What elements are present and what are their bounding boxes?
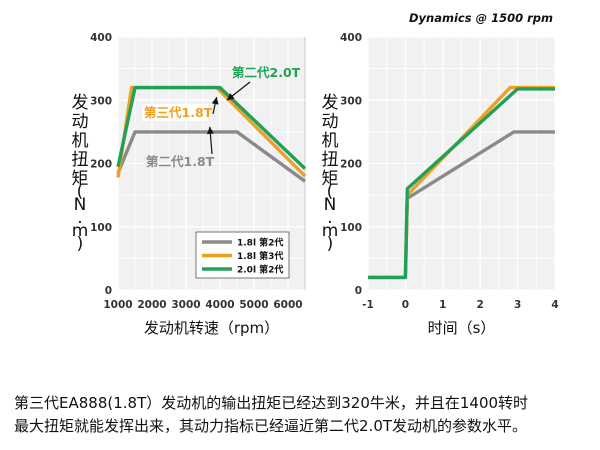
x-tick-label: 4000 [205,299,234,311]
y-tick-label: 300 [90,95,112,107]
legend-label: 1.8l 第2代 [237,237,283,249]
x-tick-label: 3000 [171,299,200,311]
annotation-label: 第二代2.0T [232,65,301,80]
annotation-arrow-head [206,126,214,135]
x-tick-label: -1 [362,299,374,311]
y-tick-label: 200 [340,159,362,171]
annotation-arrow-head [211,97,219,105]
x-tick-label: 3 [514,299,521,311]
chart-title: Dynamics @ 1500 rpm [409,11,553,25]
y-tick-label: 0 [105,285,112,297]
y-tick-label: 0 [355,285,362,297]
annotation-label: 第三代1.8T [144,105,213,120]
legend-label: 2.0l 第2代 [237,264,283,276]
y-axis-label: 发动机扭矩(N. m) [322,93,339,254]
y-tick-label: 300 [340,95,362,107]
x-axis-label: 发动机转速（rpm） [144,319,279,337]
x-tick-label: 4 [551,299,558,311]
series-line-1 [116,130,306,183]
x-tick-label: 0 [402,299,409,311]
annotation-label: 第二代1.8T [146,154,215,169]
x-tick-label: 6000 [273,299,302,311]
x-tick-label: 2000 [137,299,166,311]
x-tick-label: 2 [477,299,484,311]
chart-panel-1: 1000 2000 3000 4000 5000 6000 0 100 200 300 400 发动机… [72,32,307,337]
y-tick-label: 400 [90,32,112,44]
legend-label: 1.8l 第3代 [237,250,283,262]
caption-line-1: 第三代EA888(1.8T）发动机的输出扭矩已经达到320牛米，并且在1400转… [14,394,529,412]
y-axis-label: 发动机扭矩(N. m) [72,93,89,254]
x-axis-label: 时间（s） [428,319,496,337]
caption-line-2: 最大扭矩就能发挥出来，其动力指标已经逼近第二代2.0T发动机的参数水平。 [14,417,528,435]
y-tick-label: 100 [340,222,362,234]
y-tick-label: 100 [90,222,112,234]
series-line-3 [368,87,555,280]
annotation-arrow-head [226,93,235,101]
torque-comparison-figure: 1000 2000 3000 4000 5000 60000100200300400发动机… [72,11,559,337]
figure-caption: 第三代EA888(1.8T）发动机的输出扭矩已经达到320牛米，并且在1400转… [14,392,589,438]
x-tick-label: 1 [439,299,446,311]
y-tick-label: 200 [90,159,112,171]
series-line-3 [116,85,307,170]
annotation-label-background [142,104,208,121]
y-tick-label: 400 [340,32,362,44]
x-tick-label: 1000 [103,299,132,311]
x-tick-label: 5000 [239,299,268,311]
